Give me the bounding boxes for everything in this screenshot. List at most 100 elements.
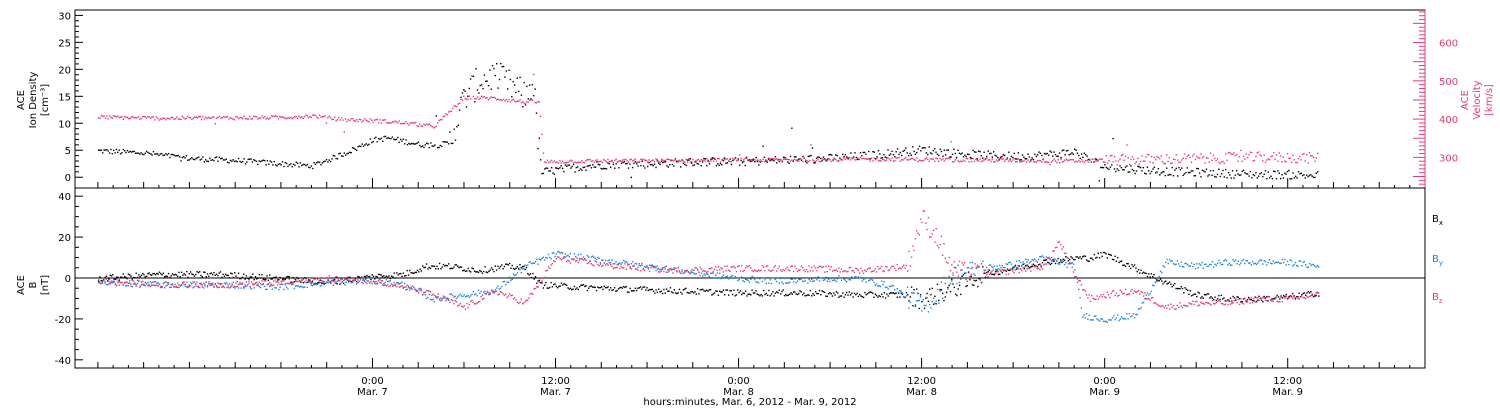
- data-point: [505, 263, 507, 265]
- data-point: [1031, 158, 1033, 160]
- data-point: [416, 290, 419, 292]
- data-point: [285, 276, 288, 278]
- data-point: [1118, 319, 1120, 322]
- data-point: [450, 298, 452, 301]
- data-point: [284, 161, 286, 164]
- data-point: [406, 284, 408, 286]
- data-point: [339, 119, 341, 121]
- data-point: [822, 265, 825, 268]
- data-point: [1229, 303, 1232, 305]
- data-point: [1126, 165, 1128, 167]
- data-point: [754, 161, 756, 163]
- data-point: [884, 160, 886, 162]
- data-point: [549, 170, 551, 172]
- data-point: [336, 280, 338, 282]
- data-point: [398, 283, 401, 285]
- data-point: [284, 278, 286, 281]
- data-point: [1131, 168, 1134, 171]
- data-point: [418, 288, 420, 290]
- data-point: [278, 288, 280, 291]
- data-point: [715, 266, 717, 268]
- data-point: [669, 164, 671, 166]
- data-point: [1167, 282, 1169, 284]
- data-point: [247, 277, 249, 279]
- data-point: [191, 273, 193, 275]
- data-point: [652, 266, 655, 269]
- data-point: [630, 158, 632, 160]
- data-point: [704, 160, 707, 162]
- data-point: [608, 259, 611, 261]
- data-point: [964, 262, 966, 264]
- data-point: [665, 271, 668, 273]
- data-point: [809, 289, 812, 292]
- data-point: [1128, 293, 1131, 295]
- data-point: [772, 159, 774, 161]
- data-point: [812, 293, 814, 295]
- data-point: [201, 276, 203, 278]
- data-point: [264, 116, 266, 118]
- data-point: [1157, 280, 1159, 282]
- data-point: [362, 145, 365, 147]
- data-point: [1178, 306, 1180, 308]
- data-point: [615, 261, 617, 263]
- data-point: [1167, 174, 1169, 176]
- data-point: [699, 289, 701, 291]
- data-point: [497, 265, 499, 267]
- data-point: [275, 276, 277, 278]
- data-point: [416, 290, 419, 293]
- data-point: [1256, 177, 1258, 179]
- data-point: [460, 96, 462, 98]
- data-point: [620, 162, 623, 164]
- data-point: [1222, 160, 1224, 163]
- data-point: [280, 116, 282, 118]
- data-point: [403, 282, 406, 284]
- data-point: [463, 89, 465, 91]
- data-point: [1145, 156, 1147, 158]
- data-point: [821, 277, 823, 279]
- data-point: [603, 159, 605, 161]
- data-point: [449, 110, 451, 113]
- data-point: [892, 285, 895, 287]
- data-point: [791, 127, 793, 129]
- data-point: [509, 78, 512, 81]
- data-point: [425, 290, 428, 292]
- data-point: [497, 294, 499, 296]
- data-point: [1134, 172, 1136, 175]
- data-point: [880, 160, 882, 162]
- data-point: [1065, 256, 1067, 258]
- data-point: [582, 256, 585, 258]
- data-point: [464, 90, 466, 92]
- data-point: [1171, 286, 1173, 288]
- data-point: [251, 118, 253, 120]
- data-point: [720, 277, 722, 280]
- data-point: [363, 279, 366, 281]
- data-point: [839, 157, 841, 159]
- data-point: [1137, 269, 1140, 271]
- data-point: [670, 159, 672, 161]
- data-point: [604, 167, 606, 170]
- data-point: [722, 160, 724, 162]
- data-point: [763, 156, 766, 158]
- data-point: [149, 274, 152, 276]
- data-point: [1229, 297, 1232, 299]
- data-point: [1139, 272, 1141, 274]
- data-point: [1153, 285, 1155, 287]
- data-point: [729, 158, 731, 160]
- data-point: [467, 306, 469, 309]
- data-point: [215, 285, 218, 287]
- data-point: [1184, 262, 1186, 265]
- data-point: [1076, 152, 1079, 154]
- data-point: [224, 273, 227, 275]
- data-point: [567, 164, 569, 166]
- data-point: [1110, 319, 1112, 321]
- data-point: [1057, 262, 1059, 265]
- data-point: [770, 282, 773, 285]
- data-point: [500, 99, 502, 101]
- data-point: [343, 152, 345, 154]
- data-point: [100, 283, 102, 285]
- data-point: [914, 304, 917, 306]
- data-point: [968, 153, 970, 156]
- data-point: [1040, 265, 1042, 267]
- data-point: [1168, 157, 1171, 159]
